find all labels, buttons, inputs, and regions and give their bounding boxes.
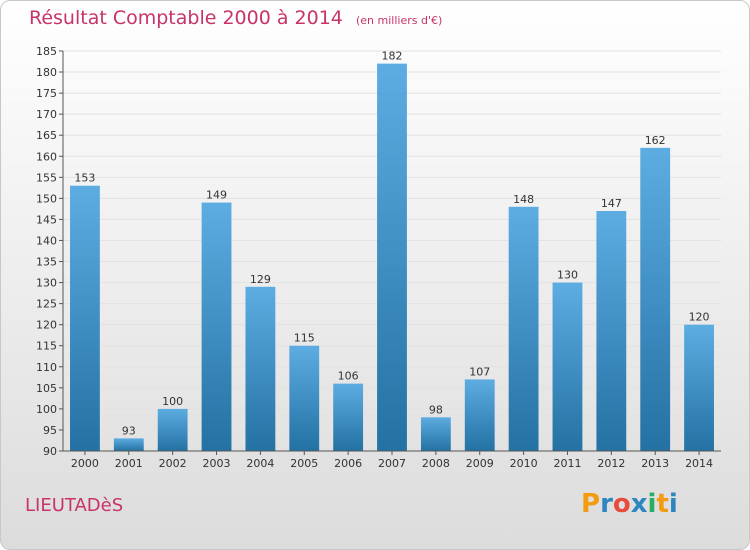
y-tick-label: 155 <box>36 171 57 184</box>
logo-letter: x <box>630 489 648 519</box>
logo-letter: i <box>647 489 657 519</box>
data-label-2002: 100 <box>162 395 183 408</box>
x-tick-label-2012: 2012 <box>597 457 625 470</box>
y-tick-label: 120 <box>36 319 57 332</box>
bar-2010 <box>508 206 539 451</box>
y-tick-label: 135 <box>36 256 57 269</box>
data-label-2013: 162 <box>645 134 666 147</box>
y-tick-label: 160 <box>36 150 57 163</box>
data-label-2001: 93 <box>122 424 136 437</box>
x-tick-label-2000: 2000 <box>71 457 99 470</box>
y-tick-label: 140 <box>36 234 57 247</box>
y-axis: 90 95 100 105 110 115 120 125 130 135 140 145 150 155… <box>36 45 64 458</box>
x-tick-label-2011: 2011 <box>553 457 581 470</box>
y-tick-label: 115 <box>36 340 57 353</box>
bar-2011 <box>552 282 583 451</box>
x-tick-label-2004: 2004 <box>246 457 274 470</box>
bar-2002 <box>157 408 188 451</box>
x-tick-label-2002: 2002 <box>159 457 187 470</box>
bar-2009 <box>464 379 495 451</box>
x-tick-label-2010: 2010 <box>510 457 538 470</box>
data-label-2007: 182 <box>382 50 403 63</box>
y-tick-label: 180 <box>36 66 57 79</box>
y-tick-label: 125 <box>36 298 57 311</box>
x-tick-label-2005: 2005 <box>290 457 318 470</box>
y-tick-label: 150 <box>36 192 57 205</box>
bar-2004 <box>245 286 276 451</box>
bar-2012 <box>596 211 627 451</box>
data-label-2014: 120 <box>689 311 710 324</box>
x-tick-label-2014: 2014 <box>685 457 713 470</box>
bar-2000 <box>70 185 100 451</box>
x-axis: 2000 2001 2002 2003 2004 2005 2006 2007 2008 2009… <box>63 450 721 470</box>
data-label-2000: 153 <box>74 172 95 185</box>
logo-letter: o <box>612 489 631 519</box>
data-label-2004: 129 <box>250 273 271 286</box>
logo-letter: r <box>600 489 613 519</box>
bar-2006 <box>333 383 364 451</box>
data-label-2006: 106 <box>338 370 359 383</box>
x-tick-label-2007: 2007 <box>378 457 406 470</box>
bar-2014 <box>684 324 714 451</box>
bar-2005 <box>289 345 320 451</box>
y-tick-label: 100 <box>36 403 57 416</box>
y-tick-label: 95 <box>43 424 57 437</box>
x-tick-label-2003: 2003 <box>203 457 231 470</box>
x-tick-label-2013: 2013 <box>641 457 669 470</box>
chart-title: Résultat Comptable 2000 à 2014 <box>29 7 343 29</box>
x-tick-label-2009: 2009 <box>466 457 494 470</box>
x-tick-label-2008: 2008 <box>422 457 450 470</box>
y-tick-label: 165 <box>36 129 57 142</box>
town-name: LIEUTADèS <box>25 495 124 516</box>
y-tick-label: 110 <box>36 361 57 374</box>
bar-2003 <box>201 202 232 451</box>
data-label-2008: 98 <box>429 403 443 416</box>
y-tick-label: 175 <box>36 87 57 100</box>
y-tick-label: 170 <box>36 108 57 121</box>
data-label-2009: 107 <box>469 365 490 378</box>
bars: 153 93 100 149 129 115 106 182 98 107 148 130 147 162… <box>70 50 714 451</box>
data-label-2011: 130 <box>557 269 578 282</box>
x-tick-label-2001: 2001 <box>115 457 143 470</box>
data-label-2003: 149 <box>206 189 227 202</box>
chart-subtitle: (en milliers d'€) <box>355 14 443 27</box>
y-tick-label: 130 <box>36 277 57 290</box>
proxiti-logo: Proxiti <box>581 489 678 519</box>
bar-2001 <box>113 438 144 451</box>
y-tick-label: 105 <box>36 382 57 395</box>
y-tick-label: 90 <box>43 445 57 458</box>
chart-title-wrap: Résultat Comptable 2000 à 2014 (en milli… <box>29 7 442 29</box>
logo-letter: P <box>581 489 601 519</box>
logo-letter: t <box>656 489 669 519</box>
y-tick-label: 185 <box>36 45 57 58</box>
data-label-2005: 115 <box>294 332 315 345</box>
y-tick-label: 145 <box>36 213 57 226</box>
bar-2008 <box>420 417 451 451</box>
data-label-2010: 148 <box>513 193 534 206</box>
bar-2007 <box>377 63 407 451</box>
logo-letter: i <box>668 489 678 519</box>
bar-2013 <box>640 147 671 451</box>
x-tick-label-2006: 2006 <box>334 457 362 470</box>
data-label-2012: 147 <box>601 197 622 210</box>
